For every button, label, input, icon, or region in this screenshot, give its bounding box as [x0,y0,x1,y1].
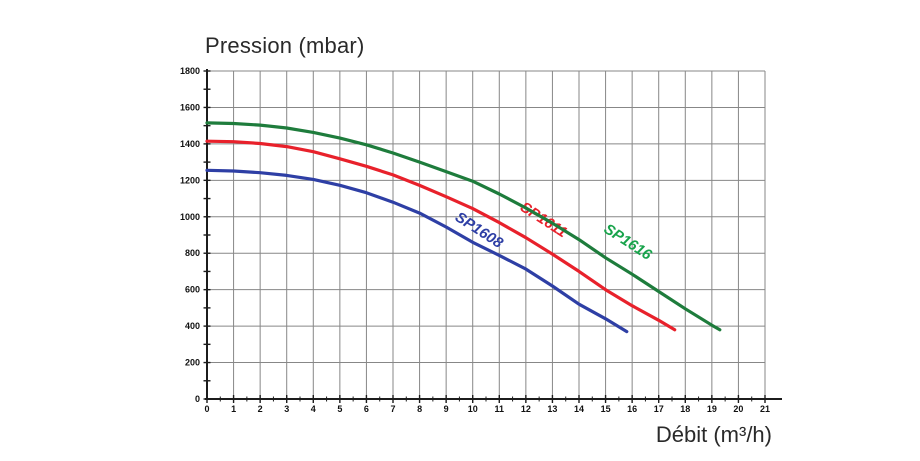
x-axis-label: Débit (m³/h) [655,422,772,447]
curve-label-sp1616: SP1616 [601,220,656,264]
y-tick-label: 400 [185,321,200,331]
x-tick-label: 16 [627,404,637,414]
x-tick-label: 10 [468,404,478,414]
x-tick-label: 7 [390,404,395,414]
y-tick-label: 1400 [180,139,200,149]
x-tick-label: 14 [574,404,584,414]
y-tick-label: 1200 [180,175,200,185]
x-tick-label: 9 [444,404,449,414]
x-tick-label: 18 [680,404,690,414]
y-tick-label: 800 [185,248,200,258]
x-tick-label: 1 [231,404,236,414]
chart-title: Pression (mbar) [205,33,365,58]
y-tick-label: 0 [195,394,200,404]
x-tick-label: 17 [654,404,664,414]
x-tick-label: 3 [284,404,289,414]
y-tick-label: 1600 [180,102,200,112]
x-tick-label: 11 [495,404,505,414]
x-tick-label: 0 [204,404,209,414]
curve-sp1608 [205,168,629,334]
curve-sp1611 [205,139,677,332]
y-tick-label: 200 [185,358,200,368]
x-tick-label: 12 [521,404,531,414]
x-tick-label: 2 [258,404,263,414]
x-tick-label: 20 [733,404,743,414]
y-tick-label: 600 [185,285,200,295]
x-tick-label: 13 [547,404,557,414]
y-tick-label: 1000 [180,212,200,222]
curve-sp1616 [205,121,722,332]
x-tick-label: 4 [311,404,316,414]
x-tick-label: 5 [337,404,342,414]
x-tick-label: 21 [760,404,770,414]
x-tick-label: 19 [707,404,717,414]
x-tick-label: 15 [601,404,611,414]
x-tick-label: 6 [364,404,369,414]
y-tick-label: 1800 [180,66,200,76]
x-tick-label: 8 [417,404,422,414]
